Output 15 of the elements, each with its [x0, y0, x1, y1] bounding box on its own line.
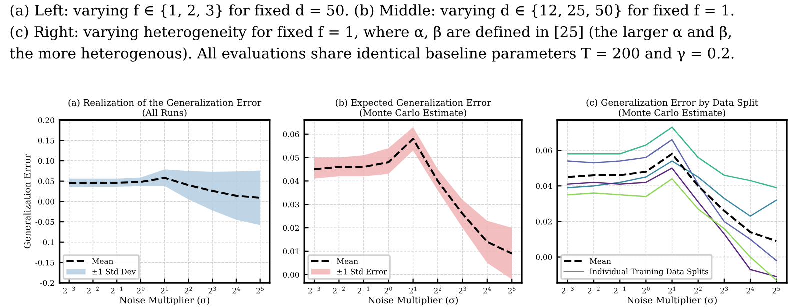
text: (c) Right: varying heterogeneity for fixed f = 1, where α, β are defined in [25] (the larger α and β, [10, 26, 732, 40]
x-axis-title: Noise Multiplier (σ) [120, 296, 210, 306]
chart-title: (c) Generalization Error by Data Split (Monte Carlo Estimate) [586, 99, 758, 118]
line-series [567, 160, 778, 217]
text: the more heterogenous). All evaluations share identical baseline parameters T = 200 and γ = 0.2. [10, 48, 734, 62]
y-axis-title: Generalization Error [24, 154, 31, 249]
line-series [68, 177, 262, 200]
chart-title: (b) Expected Generalization Error (Monte Carlo Estimate) [336, 99, 492, 118]
line-series [567, 126, 778, 189]
x-axis-title: Noise Multiplier (σ) [627, 296, 717, 306]
chart-title: (a) Realization of the Generalization Error (All Runs) [68, 99, 262, 118]
line-series [314, 138, 514, 255]
text: (a) Left: varying f ∈ {1, 2, 3} for fixed d = 50. (b) Middle: varying d ∈ {12, 25, 50} for fixed f = 1. [10, 4, 734, 19]
line-series [566, 153, 778, 242]
x-axis-title: Noise Multiplier (σ) [368, 296, 458, 306]
